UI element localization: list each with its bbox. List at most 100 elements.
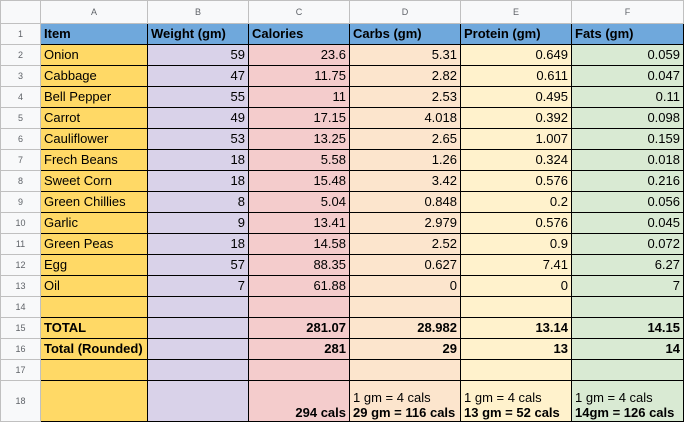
- cell-calories-empty[interactable]: [248, 359, 350, 381]
- cell-calories[interactable]: 11.75: [248, 65, 350, 87]
- cell-carbs-empty[interactable]: [349, 359, 461, 381]
- cell-protein-empty[interactable]: [460, 359, 572, 381]
- cell-weight[interactable]: 9: [147, 212, 249, 234]
- cell-fats[interactable]: 0.159: [571, 128, 684, 150]
- cell-item-empty[interactable]: [40, 380, 148, 422]
- cell-weight[interactable]: 7: [147, 275, 249, 297]
- row-header[interactable]: 11: [0, 233, 41, 255]
- total-rounded-carbs[interactable]: 29: [349, 338, 461, 360]
- cell-fats-empty[interactable]: [571, 359, 684, 381]
- cell-protein[interactable]: 0.495: [460, 86, 572, 108]
- cell-protein[interactable]: 0: [460, 275, 572, 297]
- cell-weight[interactable]: 55: [147, 86, 249, 108]
- total-rounded-calories[interactable]: 281: [248, 338, 350, 360]
- cell-carbs[interactable]: 0.848: [349, 191, 461, 213]
- cell-protein-empty[interactable]: [460, 296, 572, 318]
- row-header[interactable]: 16: [0, 338, 41, 360]
- column-header-c[interactable]: C: [248, 0, 350, 24]
- cell-item[interactable]: Carrot: [40, 107, 148, 129]
- cell-calories[interactable]: 61.88: [248, 275, 350, 297]
- cell-fats[interactable]: 7: [571, 275, 684, 297]
- row-header[interactable]: 18: [0, 380, 41, 422]
- cell-weight[interactable]: 59: [147, 44, 249, 66]
- header-cell-item[interactable]: Item: [40, 23, 148, 45]
- cell-item[interactable]: Bell Pepper: [40, 86, 148, 108]
- cell-calories[interactable]: 11: [248, 86, 350, 108]
- row-header[interactable]: 2: [0, 44, 41, 66]
- cell-fats[interactable]: 0.047: [571, 65, 684, 87]
- cell-item-empty[interactable]: [40, 296, 148, 318]
- cell-calories[interactable]: 5.58: [248, 149, 350, 171]
- column-header-d[interactable]: D: [349, 0, 461, 24]
- cell-calories[interactable]: 15.48: [248, 170, 350, 192]
- cell-calories[interactable]: 23.6: [248, 44, 350, 66]
- header-cell-weight[interactable]: Weight (gm): [147, 23, 249, 45]
- cell-fats-empty[interactable]: [571, 296, 684, 318]
- cell-calories-empty[interactable]: [248, 296, 350, 318]
- cell-weight[interactable]: 8: [147, 191, 249, 213]
- note-protein[interactable]: 1 gm = 4 cals 13 gm = 52 cals: [460, 380, 572, 422]
- cell-fats[interactable]: 0.072: [571, 233, 684, 255]
- cell-item[interactable]: Green Peas: [40, 233, 148, 255]
- cell-fats[interactable]: 0.216: [571, 170, 684, 192]
- cell-carbs[interactable]: 0: [349, 275, 461, 297]
- cell-carbs[interactable]: 2.82: [349, 65, 461, 87]
- row-header[interactable]: 12: [0, 254, 41, 276]
- cell-weight-empty[interactable]: [147, 296, 249, 318]
- column-header-f[interactable]: F: [571, 0, 684, 24]
- cell-carbs[interactable]: 5.31: [349, 44, 461, 66]
- cell-protein[interactable]: 7.41: [460, 254, 572, 276]
- cell-carbs[interactable]: 2.53: [349, 86, 461, 108]
- cell-carbs[interactable]: 2.52: [349, 233, 461, 255]
- row-header[interactable]: 15: [0, 317, 41, 339]
- cell-fats[interactable]: 0.018: [571, 149, 684, 171]
- row-header[interactable]: 13: [0, 275, 41, 297]
- total-calories[interactable]: 281.07: [248, 317, 350, 339]
- total-fats[interactable]: 14.15: [571, 317, 684, 339]
- row-header[interactable]: 8: [0, 170, 41, 192]
- row-header[interactable]: 4: [0, 86, 41, 108]
- cell-weight[interactable]: 18: [147, 149, 249, 171]
- cell-item[interactable]: Sweet Corn: [40, 170, 148, 192]
- cell-weight[interactable]: 47: [147, 65, 249, 87]
- cell-protein[interactable]: 0.611: [460, 65, 572, 87]
- cell-carbs[interactable]: 3.42: [349, 170, 461, 192]
- cell-fats[interactable]: 0.098: [571, 107, 684, 129]
- cell-fats[interactable]: 6.27: [571, 254, 684, 276]
- cell-carbs[interactable]: 0.627: [349, 254, 461, 276]
- cell-carbs[interactable]: 2.65: [349, 128, 461, 150]
- cell-calories[interactable]: 14.58: [248, 233, 350, 255]
- total-protein[interactable]: 13.14: [460, 317, 572, 339]
- cell-item[interactable]: Cabbage: [40, 65, 148, 87]
- total-rounded-fats[interactable]: 14: [571, 338, 684, 360]
- cell-fats[interactable]: 0.059: [571, 44, 684, 66]
- note-fats[interactable]: 1 gm = 4 cals 14gm = 126 cals: [571, 380, 684, 422]
- row-header[interactable]: 17: [0, 359, 41, 381]
- row-header[interactable]: 9: [0, 191, 41, 213]
- cell-protein[interactable]: 1.007: [460, 128, 572, 150]
- cell-weight[interactable]: 18: [147, 170, 249, 192]
- cell-carbs[interactable]: 2.979: [349, 212, 461, 234]
- cell-calories[interactable]: 5.04: [248, 191, 350, 213]
- total-weight-empty[interactable]: [147, 317, 249, 339]
- cell-carbs[interactable]: 4.018: [349, 107, 461, 129]
- cell-item[interactable]: Garlic: [40, 212, 148, 234]
- cell-calories[interactable]: 17.15: [248, 107, 350, 129]
- cell-carbs-empty[interactable]: [349, 296, 461, 318]
- header-cell-carbs[interactable]: Carbs (gm): [349, 23, 461, 45]
- row-header[interactable]: 14: [0, 296, 41, 318]
- total-rounded-protein[interactable]: 13: [460, 338, 572, 360]
- total-rounded-label[interactable]: Total (Rounded): [40, 338, 148, 360]
- cell-protein[interactable]: 0.576: [460, 212, 572, 234]
- cell-protein[interactable]: 0.576: [460, 170, 572, 192]
- column-header-e[interactable]: E: [460, 0, 572, 24]
- cell-item[interactable]: Onion: [40, 44, 148, 66]
- cell-fats[interactable]: 0.056: [571, 191, 684, 213]
- cell-item[interactable]: Frech Beans: [40, 149, 148, 171]
- cell-item[interactable]: Cauliflower: [40, 128, 148, 150]
- column-header-a[interactable]: A: [40, 0, 148, 24]
- cell-calories[interactable]: 13.25: [248, 128, 350, 150]
- column-header-b[interactable]: B: [147, 0, 249, 24]
- cell-carbs[interactable]: 1.26: [349, 149, 461, 171]
- row-header[interactable]: 5: [0, 107, 41, 129]
